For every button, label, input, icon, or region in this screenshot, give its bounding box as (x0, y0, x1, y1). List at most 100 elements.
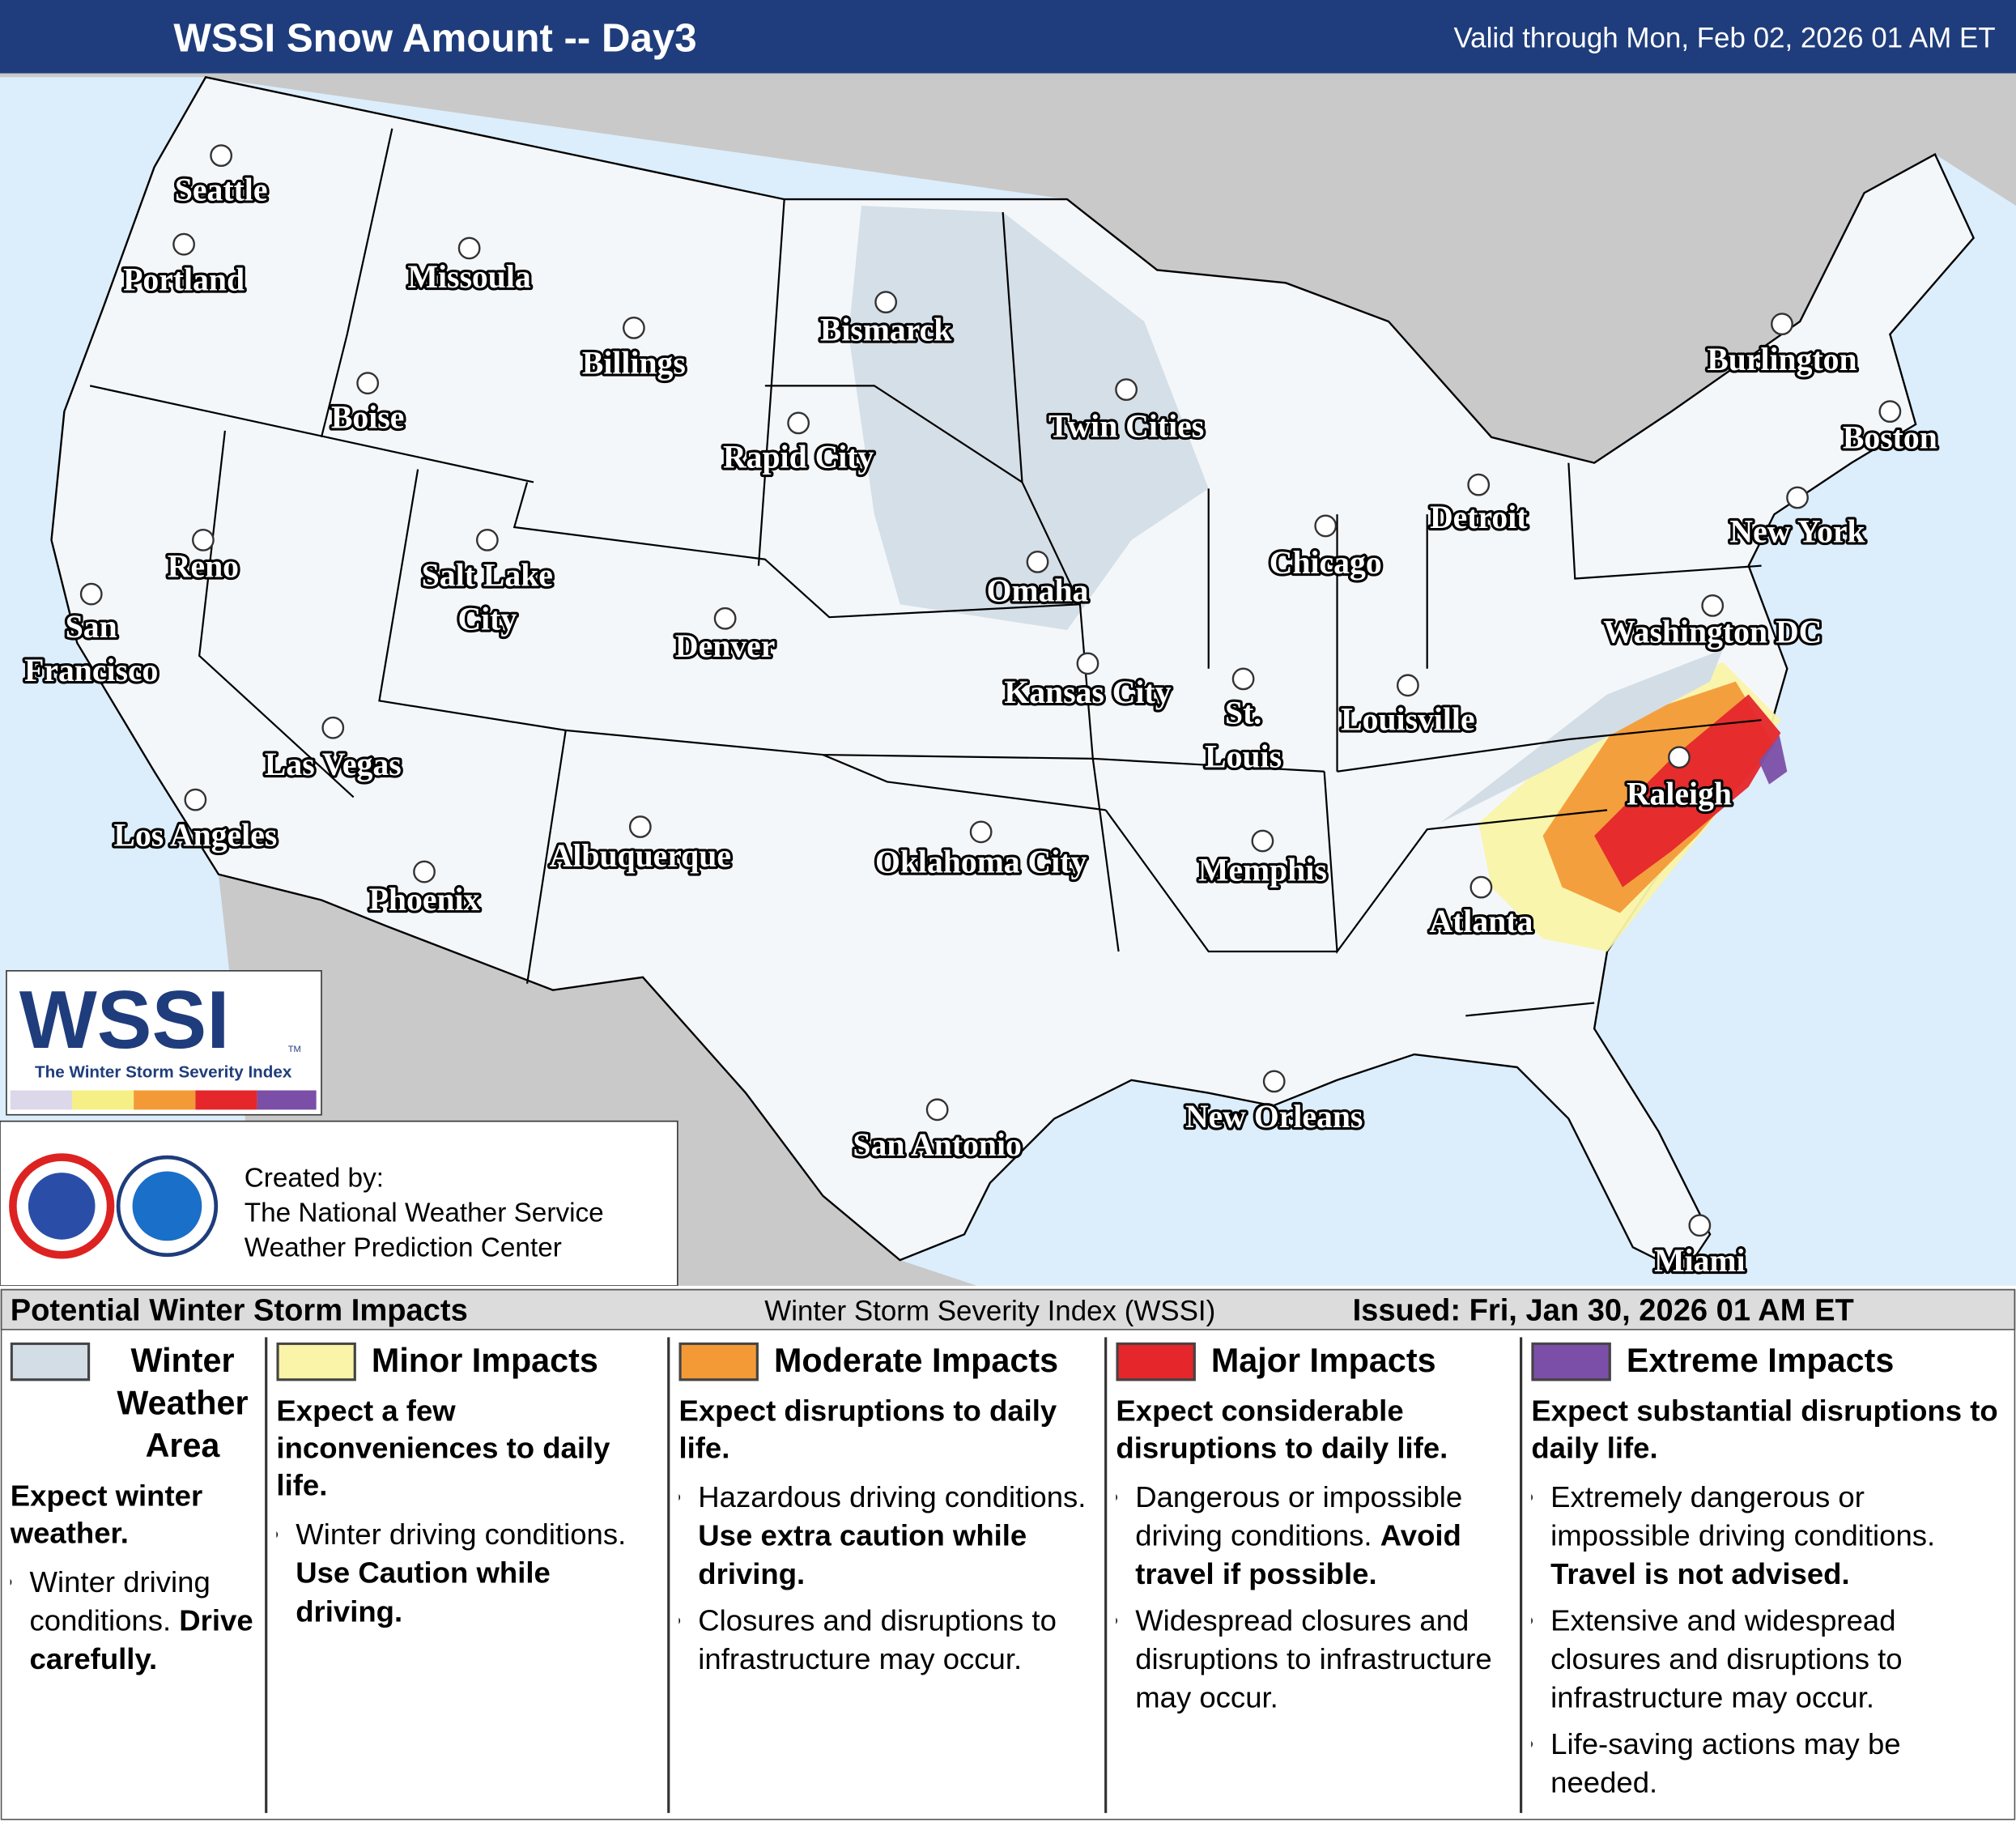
cities: Seattle Portland Missoula Billings Bismarck B… (22, 144, 1940, 1281)
legend-summary: Expect substantial disruptions to daily … (1531, 1394, 1998, 1465)
legend-column: Moderate Impacts Expect disruptions to da… (678, 1343, 1100, 1819)
bullet-text: Winter driving conditions. (296, 1517, 627, 1551)
legend-summary: Expect a few inconveniences to daily lif… (276, 1394, 610, 1502)
bullet-text: Life-saving actions may be needed. (1550, 1726, 1901, 1799)
city-label: San Antonio (853, 1127, 1021, 1163)
legend-swatch (276, 1342, 356, 1381)
legend-bullet: Life-saving actions may be needed. (1550, 1724, 2011, 1801)
city-label: Los Angeles (113, 817, 277, 853)
impact-region (1594, 694, 1781, 888)
canada (0, 73, 2016, 463)
legend-subtitle: Winter Storm Severity Index (WSSI) (764, 1296, 1215, 1327)
city-marker (925, 1098, 949, 1122)
city-label: Portland (123, 262, 245, 297)
legend-head: Major Impacts (1116, 1342, 1516, 1382)
city-label: San (66, 609, 117, 645)
legend-bullets: Extremely dangerous or impossible drivin… (1531, 1477, 2010, 1801)
legend-bullets: Winter driving conditions. Use Caution w… (276, 1515, 663, 1631)
city-marker (1469, 875, 1493, 899)
city-marker (1878, 400, 1902, 424)
legend-bullets: Winter driving conditions. Drive careful… (11, 1562, 262, 1678)
legend-swatch (10, 1342, 91, 1381)
legend-column-body: Moderate Impacts Expect disruptions to da… (678, 1342, 1100, 1819)
city-label: Boise (331, 399, 404, 435)
legend-column: Winter Weather Area Expect winter weather… (11, 1343, 262, 1819)
city-marker (1688, 1214, 1712, 1237)
city-label: Memphis (1198, 852, 1327, 888)
legend-head: Winter Weather Area (10, 1342, 262, 1467)
bullet-text: Extremely dangerous or impossible drivin… (1550, 1479, 1936, 1552)
city-label: City (457, 602, 517, 637)
bullet-emphasis: Use Caution while driving. (296, 1556, 551, 1628)
bullet-text: Closures and disruptions to infrastructu… (698, 1603, 1057, 1675)
city-label: New York (1729, 514, 1865, 550)
city-label: Reno (168, 549, 239, 585)
city-marker (713, 607, 737, 630)
legend-bullets: Dangerous or impossible driving conditio… (1116, 1477, 1516, 1716)
credits-line: Weather Prediction Center (245, 1232, 562, 1262)
legend-swatch (1116, 1342, 1196, 1381)
legend-bullets: Hazardous driving conditions. Use extra … (678, 1477, 1100, 1678)
valid-time: Valid through Mon, Feb 02, 2026 01 AM ET (1453, 23, 1995, 54)
legend-title: Potential Winter Storm Impacts (11, 1294, 468, 1328)
legend-column: Minor Impacts Expect a few inconveniences… (276, 1343, 663, 1819)
legend-bullet: Hazardous driving conditions. Use extra … (698, 1477, 1100, 1593)
title: WSSI Snow Amount -- Day3 (173, 16, 696, 61)
city-marker (475, 529, 499, 551)
legend-swatch (678, 1342, 759, 1381)
city-marker (192, 529, 215, 551)
legend-head: Moderate Impacts (678, 1342, 1100, 1382)
city-label: Rapid City (723, 440, 874, 475)
city-label: Miami (1654, 1243, 1745, 1279)
city-label: Washington DC (1603, 615, 1822, 650)
header-bar (0, 0, 2016, 74)
city-label: Louisville (1341, 701, 1474, 737)
bullet-emphasis: Travel is not advised. (1550, 1556, 1850, 1591)
city-label: Raleigh (1627, 777, 1732, 812)
city-marker (1786, 486, 1809, 509)
city-marker (172, 232, 195, 256)
legend-column-body: Minor Impacts Expect a few inconveniences… (276, 1342, 663, 1819)
legend-bullet: Closures and disruptions to infrastructu… (698, 1601, 1100, 1678)
city-marker (356, 372, 380, 395)
bullet-text: Extensive and widespread closures and di… (1550, 1603, 1903, 1714)
city-marker (321, 716, 345, 739)
logo-subtitle: The Winter Storm Severity Index (35, 1063, 292, 1082)
legend-border (0, 1288, 2016, 1820)
legend-bullet: Extensive and widespread closures and di… (1550, 1601, 2011, 1717)
city-label: Albuquerque (550, 838, 731, 874)
legend-swatch (1531, 1342, 1611, 1381)
bullet-text: Winter driving conditions. (29, 1564, 211, 1637)
city-marker (874, 291, 898, 314)
legend-column: Major Impacts Expect considerable disrupt… (1116, 1343, 1516, 1819)
legend-column-body: Extreme Impacts Expect substantial disrup… (1531, 1342, 2010, 1819)
city-marker (1314, 514, 1338, 538)
legend-column-body: Major Impacts Expect considerable disrupt… (1116, 1342, 1516, 1819)
legend-name: Winter Weather Area (117, 1342, 249, 1465)
legend-summary: Expect winter weather. (10, 1479, 203, 1550)
city-label: Missoula (408, 259, 531, 295)
impact-region (1440, 649, 1723, 824)
us-outline (50, 75, 1975, 1275)
impact-regions (849, 206, 1788, 952)
city-label: Denver (675, 628, 775, 664)
legend-header (0, 1288, 2016, 1330)
impact-region (1759, 735, 1788, 785)
city-label: Twin Cities (1048, 408, 1204, 444)
city-label: Boston (1843, 420, 1937, 456)
legend-name: Extreme Impacts (1626, 1342, 1895, 1380)
bullet-emphasis: Use extra caution while driving. (698, 1518, 1027, 1591)
bullet-emphasis: Drive carefully. (29, 1603, 253, 1675)
legend-bullet: Winter driving conditions. Drive careful… (30, 1562, 262, 1678)
city-marker (1076, 652, 1099, 675)
logo-tm: TM (288, 1045, 301, 1054)
city-marker (622, 317, 645, 339)
city-marker (457, 236, 481, 260)
city-label: Oklahoma City (875, 845, 1087, 880)
issued-time: Issued: Fri, Jan 30, 2026 01 AM ET (1353, 1294, 1854, 1328)
city-marker (79, 582, 103, 606)
legend-head: Minor Impacts (276, 1342, 663, 1382)
legend-bullet: Extremely dangerous or impossible drivin… (1550, 1477, 2011, 1593)
city-label: Louis (1205, 739, 1282, 775)
legend-name: Minor Impacts (371, 1342, 598, 1380)
